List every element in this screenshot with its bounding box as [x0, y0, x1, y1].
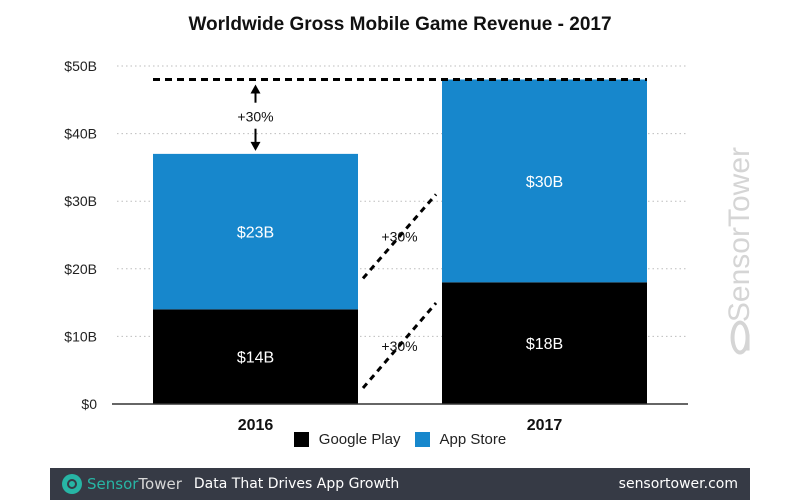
annotation-app-store-growth: +30% — [381, 228, 417, 244]
data-label: $23B — [237, 225, 274, 242]
google-play-growth-line — [361, 302, 438, 389]
app-store-growth-line — [361, 193, 438, 280]
footer-brand-sensor: Sensor — [87, 475, 139, 493]
bar-google-play-2016 — [153, 309, 358, 404]
legend-swatch-app-store — [414, 432, 430, 447]
legend-label-app-store: App Store — [439, 431, 507, 448]
y-tick-label: $10B — [64, 328, 97, 344]
sensortower-logo-icon — [62, 474, 82, 494]
data-label: $30B — [526, 174, 563, 191]
data-label: $18B — [526, 336, 563, 353]
annotation-total-growth: +30% — [237, 109, 273, 125]
chart-title: Worldwide Gross Mobile Game Revenue - 20… — [188, 14, 612, 35]
footer-brand: SensorTower — [87, 475, 182, 493]
footer-tagline: Data That Drives App Growth — [193, 476, 400, 492]
data-label: $14B — [237, 350, 274, 367]
footer-url[interactable]: sensortower.com — [618, 476, 738, 492]
footer-brand-tower: Tower — [138, 475, 182, 493]
bar-app-store-2017 — [442, 79, 647, 283]
legend-swatch-google-play — [293, 432, 309, 447]
arrow-down-icon — [250, 141, 261, 151]
watermark: SensorTower — [723, 147, 757, 355]
bar-app-store-2016 — [153, 153, 358, 310]
legend-item-app-store: App Store — [414, 431, 507, 448]
y-tick-label: $20B — [64, 261, 97, 277]
footer-bar: SensorTower Data That Drives App Growth … — [50, 468, 750, 500]
legend-item-google-play: Google Play — [293, 431, 401, 448]
y-tick-label: $30B — [64, 193, 97, 209]
x-tick-label: 2017 — [527, 417, 563, 434]
arrow-up-icon — [250, 84, 261, 94]
sensortower-watermark-logo-icon — [730, 320, 750, 355]
legend: Google Play App Store — [0, 431, 800, 448]
watermark-text: SensorTower — [723, 147, 756, 323]
bar-google-play-2017 — [442, 282, 647, 404]
x-tick-label: 2016 — [238, 417, 274, 434]
annotation-google-play-growth: +30% — [381, 338, 417, 354]
y-tick-label: $50B — [64, 58, 97, 74]
y-tick-label: $40B — [64, 126, 97, 142]
legend-label-google-play: Google Play — [318, 431, 401, 448]
y-tick-label: $0 — [81, 396, 97, 412]
